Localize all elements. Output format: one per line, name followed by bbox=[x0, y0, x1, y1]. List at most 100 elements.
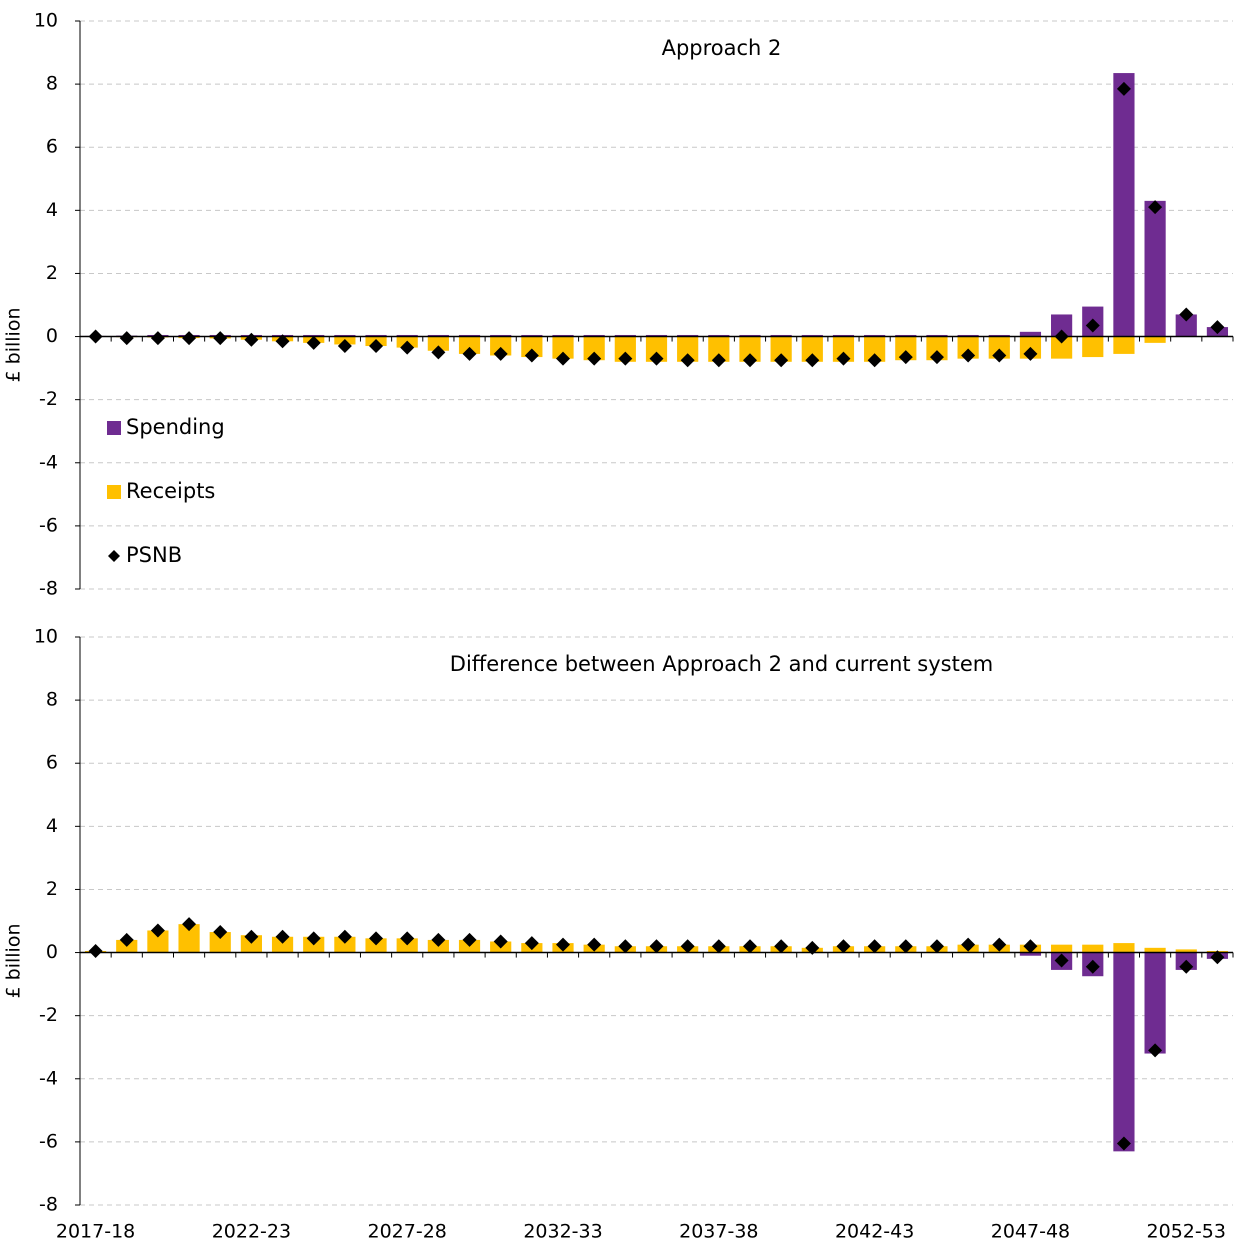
bar bbox=[708, 334, 730, 337]
psnb-marker bbox=[150, 331, 165, 346]
legend-label: Receipts bbox=[126, 479, 215, 503]
bar bbox=[552, 334, 574, 337]
bar bbox=[1051, 336, 1073, 359]
psnb-marker bbox=[836, 939, 851, 954]
psnb-marker bbox=[182, 917, 197, 932]
legend-swatch bbox=[108, 550, 120, 562]
psnb-marker bbox=[618, 351, 633, 366]
bar bbox=[1019, 952, 1042, 956]
y-tick-label: -2 bbox=[39, 388, 58, 410]
bar bbox=[490, 334, 512, 337]
bar bbox=[552, 336, 574, 359]
bar bbox=[645, 336, 668, 362]
bar bbox=[396, 334, 418, 337]
bar bbox=[614, 336, 636, 362]
y-tick-label: 8 bbox=[46, 73, 58, 95]
psnb-marker bbox=[306, 931, 321, 946]
bar bbox=[1019, 331, 1042, 337]
x-tick-label: 2037-38 bbox=[679, 1221, 758, 1243]
psnb-marker bbox=[587, 351, 602, 366]
bar bbox=[521, 334, 543, 337]
psnb-marker bbox=[431, 345, 446, 360]
y-axis-label: £ billion bbox=[3, 308, 25, 383]
psnb-marker bbox=[431, 932, 446, 947]
psnb-marker bbox=[244, 332, 259, 347]
legend-swatch bbox=[107, 485, 121, 499]
psnb-marker bbox=[1085, 318, 1100, 333]
bar bbox=[895, 336, 917, 361]
y-tick-label: 0 bbox=[46, 325, 58, 347]
bar bbox=[1082, 944, 1104, 953]
psnb-marker bbox=[587, 937, 602, 952]
psnb-marker bbox=[742, 939, 757, 954]
bar bbox=[988, 336, 1010, 359]
psnb-marker bbox=[556, 351, 571, 366]
psnb-marker bbox=[1054, 953, 1069, 968]
chart-title: Difference between Approach 2 and curren… bbox=[450, 652, 993, 676]
psnb-marker bbox=[742, 353, 757, 368]
legend-label: PSNB bbox=[126, 543, 182, 567]
y-tick-label: -8 bbox=[39, 1194, 58, 1216]
bar bbox=[178, 924, 200, 953]
psnb-marker bbox=[1116, 1136, 1131, 1151]
psnb-marker bbox=[306, 335, 321, 350]
bar bbox=[1113, 336, 1135, 354]
psnb-marker bbox=[88, 943, 103, 958]
psnb-marker bbox=[680, 939, 695, 954]
legend-swatch bbox=[107, 421, 121, 435]
psnb-marker bbox=[213, 925, 228, 940]
bar bbox=[458, 336, 481, 354]
bar bbox=[1113, 73, 1135, 337]
psnb-marker bbox=[929, 939, 944, 954]
bar bbox=[1051, 944, 1073, 953]
psnb-marker bbox=[711, 939, 726, 954]
bar bbox=[645, 334, 668, 337]
psnb-marker bbox=[119, 331, 134, 346]
psnb-marker bbox=[556, 937, 571, 952]
bar bbox=[832, 334, 855, 337]
bar bbox=[334, 334, 356, 337]
bar bbox=[271, 936, 294, 953]
psnb-marker bbox=[1148, 200, 1163, 215]
psnb-marker bbox=[1023, 346, 1038, 361]
psnb-marker bbox=[774, 939, 789, 954]
psnb-marker bbox=[805, 940, 820, 955]
bar bbox=[739, 334, 761, 337]
bar bbox=[957, 336, 979, 359]
bar bbox=[1144, 336, 1166, 343]
psnb-marker bbox=[992, 937, 1007, 952]
y-tick-label: -4 bbox=[39, 451, 58, 473]
bar bbox=[864, 336, 886, 362]
bar bbox=[864, 334, 886, 337]
y-tick-label: 4 bbox=[46, 199, 58, 221]
psnb-marker bbox=[961, 348, 976, 363]
psnb-marker bbox=[337, 929, 352, 944]
y-tick-label: -8 bbox=[39, 578, 58, 600]
psnb-marker bbox=[1179, 959, 1194, 974]
bar bbox=[365, 334, 387, 337]
x-tick-label: 2032-33 bbox=[523, 1221, 602, 1243]
bar bbox=[1175, 314, 1197, 337]
x-tick-label: 2022-23 bbox=[212, 1221, 291, 1243]
psnb-marker bbox=[524, 936, 539, 951]
psnb-marker bbox=[462, 346, 477, 361]
psnb-marker bbox=[493, 934, 508, 949]
bar bbox=[926, 334, 948, 337]
y-axis-label: £ billion bbox=[3, 924, 25, 999]
y-tick-label: -6 bbox=[39, 1130, 58, 1152]
y-tick-label: 10 bbox=[34, 10, 58, 32]
bar bbox=[677, 334, 699, 337]
bar bbox=[427, 336, 449, 351]
psnb-marker bbox=[867, 353, 882, 368]
psnb-marker bbox=[867, 939, 882, 954]
psnb-marker bbox=[493, 346, 508, 361]
bar bbox=[926, 336, 948, 361]
bar bbox=[832, 336, 855, 362]
psnb-marker bbox=[1148, 1043, 1163, 1058]
bar bbox=[895, 334, 917, 337]
y-tick-label: 6 bbox=[46, 752, 58, 774]
psnb-marker bbox=[1023, 939, 1038, 954]
chart-title: Approach 2 bbox=[662, 36, 782, 60]
psnb-marker bbox=[524, 348, 539, 363]
